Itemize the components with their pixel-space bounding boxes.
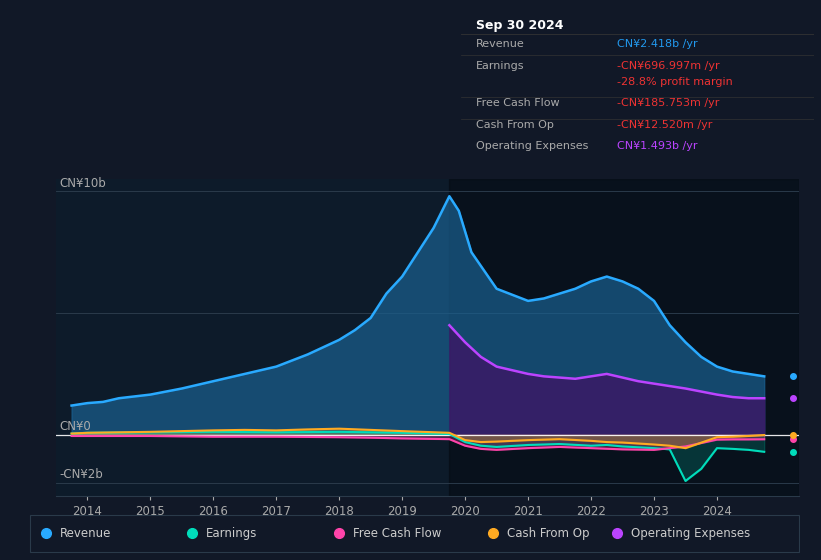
Text: Operating Expenses: Operating Expenses (631, 527, 750, 540)
Text: Earnings: Earnings (475, 60, 524, 71)
Text: Cash From Op: Cash From Op (475, 120, 553, 129)
Text: CN¥2.418b /yr: CN¥2.418b /yr (617, 39, 697, 49)
Text: -CN¥185.753m /yr: -CN¥185.753m /yr (617, 99, 719, 109)
Text: Earnings: Earnings (206, 527, 258, 540)
Bar (449, 179, 799, 496)
Text: Revenue: Revenue (475, 39, 525, 49)
Text: -28.8% profit margin: -28.8% profit margin (617, 77, 732, 87)
Text: Cash From Op: Cash From Op (507, 527, 589, 540)
Text: Sep 30 2024: Sep 30 2024 (475, 18, 563, 32)
Text: -CN¥12.520m /yr: -CN¥12.520m /yr (617, 120, 712, 129)
Text: CN¥0: CN¥0 (59, 420, 91, 433)
Text: Free Cash Flow: Free Cash Flow (353, 527, 441, 540)
Text: -CN¥696.997m /yr: -CN¥696.997m /yr (617, 60, 719, 71)
Text: CN¥10b: CN¥10b (59, 177, 106, 190)
Text: Revenue: Revenue (60, 527, 111, 540)
Text: Free Cash Flow: Free Cash Flow (475, 99, 559, 109)
Text: Operating Expenses: Operating Expenses (475, 141, 588, 151)
Text: -CN¥2b: -CN¥2b (59, 469, 103, 482)
Text: CN¥1.493b /yr: CN¥1.493b /yr (617, 141, 697, 151)
